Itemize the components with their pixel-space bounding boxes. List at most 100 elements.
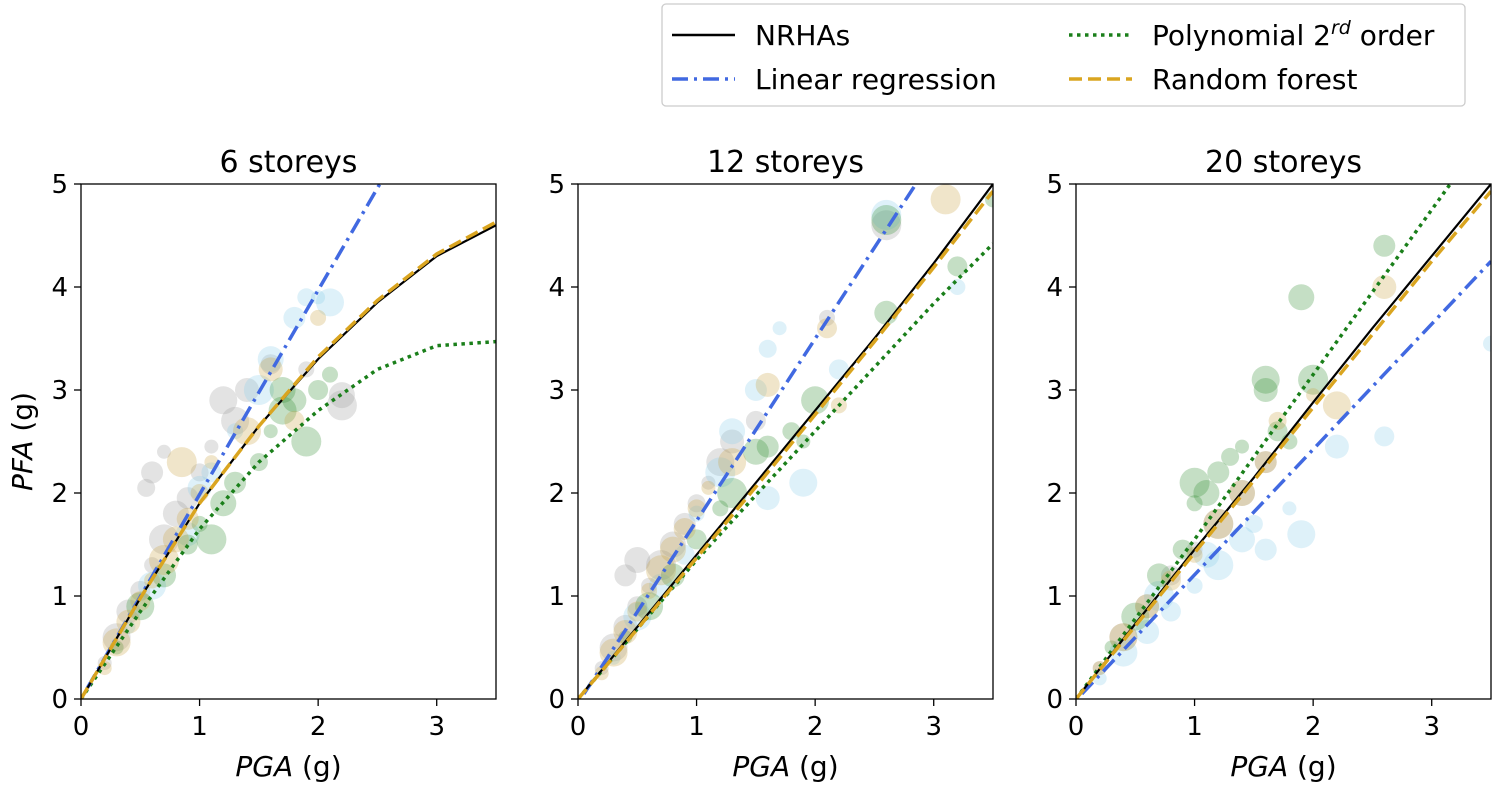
scatter-point-gray [1160, 565, 1181, 586]
scatter-point-gray [235, 378, 259, 402]
x-tick-label: 2 [807, 712, 824, 742]
scatter-point-gray [260, 354, 281, 375]
y-tick-label: 5 [51, 170, 68, 200]
scatter-point-gold [817, 318, 837, 339]
series-line-random-forest [81, 220, 496, 699]
scatter-point-gray [130, 580, 151, 601]
scatter-point-sky [1254, 538, 1277, 561]
scatter-point-gold [930, 184, 961, 215]
scatter-point-gold [701, 480, 716, 495]
series-line-random-forest [578, 190, 993, 699]
axes-frame [1075, 183, 1492, 700]
y-tick-label: 0 [548, 685, 565, 715]
scatter-point-gold [310, 309, 327, 326]
x-axis-label-quantity: PGA [235, 750, 293, 783]
x-axis-label: PGA (g) [1230, 750, 1336, 783]
scatter-point-gold [673, 518, 696, 540]
x-axis-label-unit: (g) [790, 750, 839, 783]
x-tick-label: 2 [1305, 712, 1322, 742]
axes-frame [577, 183, 994, 700]
plot-area [81, 184, 496, 699]
y-tick-label: 2 [51, 479, 68, 509]
legend-label-polynomial-superscript: rd [1331, 17, 1352, 39]
y-axis-label-unit: (g) [6, 392, 39, 441]
scatter-point-gray [720, 429, 745, 454]
scatter-point-sky [772, 321, 787, 336]
x-tick-label: 0 [73, 712, 90, 742]
scatter-point-gold [1372, 275, 1397, 299]
y-axis-label: PFA (g) [6, 392, 39, 491]
scatter-point-green [322, 366, 338, 383]
y-tick-label: 4 [548, 273, 565, 303]
scatter-point-gray [624, 547, 651, 573]
scatter-point-green [196, 524, 227, 555]
legend: NRHAs Linear regression Polynomial 2rd o… [661, 3, 1466, 107]
legend-label-polynomial: Polynomial 2rd order [1152, 17, 1435, 52]
scatter-point-sky [688, 505, 705, 522]
panel-title: 20 storeys [1205, 145, 1362, 180]
scatter-point-green [635, 592, 664, 621]
scatter-point-green [268, 396, 297, 425]
scatter-point-gold [166, 447, 197, 478]
legend-frame [661, 3, 1466, 107]
scatter-point-green [712, 500, 729, 517]
scatter-point-gray [137, 478, 156, 497]
y-tick-label: 0 [51, 685, 68, 715]
scatter-point-sky [1483, 335, 1491, 352]
panel-20-storeys: 0 1 2 3 0 1 2 3 4 5 20 storeys PGA (g) [1046, 145, 1492, 783]
series-line-linear-regression [1080, 260, 1491, 696]
legend-label-nrhas: NRHAs [755, 19, 850, 52]
scatter-point-gold [755, 372, 780, 397]
legend-label-linear-regression: Linear regression [755, 63, 997, 96]
series-line-nrhas [1076, 184, 1491, 699]
scatter-point-gray [157, 444, 171, 459]
scatter-point-sky [1287, 520, 1316, 549]
scatter-point-sky [1135, 620, 1160, 644]
y-tick-label: 3 [548, 376, 565, 406]
scatter-point-sky [1282, 501, 1297, 516]
y-tick-label: 4 [51, 273, 68, 303]
scatter-point-gray [326, 390, 357, 421]
y-tick-label: 4 [1046, 273, 1063, 303]
scatter-point-green [291, 426, 322, 457]
x-tick-label: 2 [310, 712, 327, 742]
y-tick-label: 2 [548, 479, 565, 509]
scatter-point-sky [283, 306, 306, 329]
scatter-point-green [1251, 365, 1280, 394]
y-tick-label: 1 [1046, 582, 1063, 612]
scatter-point-green [742, 438, 769, 465]
scatter-point-sky [1186, 577, 1203, 594]
scatter-point-gold [1322, 391, 1351, 420]
y-tick-label: 3 [51, 376, 68, 406]
y-axis-label-quantity: PFA [6, 441, 39, 492]
scatter-point-gray [745, 410, 766, 431]
scatter-point-sky [789, 468, 818, 497]
scatter-point-sky [257, 346, 284, 373]
scatter-point-gold [1268, 411, 1287, 430]
scatter-point-green [1235, 439, 1249, 454]
scatter-point-green [1207, 461, 1230, 484]
scatter-point-green [871, 205, 902, 235]
scatter-point-gray [176, 487, 199, 510]
scatter-point-green [1186, 495, 1203, 512]
scatter-point-sky [1160, 601, 1181, 622]
scatter-point-green [1121, 602, 1150, 631]
y-tick-label: 1 [51, 582, 68, 612]
scatter-point-sky [705, 457, 736, 488]
x-tick-label: 0 [570, 712, 587, 742]
scatter-point-gold [659, 536, 686, 563]
scatter-point-sky [1324, 434, 1349, 459]
scatter-point-green [1267, 421, 1288, 442]
y-tick-label: 5 [1046, 170, 1063, 200]
x-axis-label-unit: (g) [1288, 750, 1337, 783]
scatter-point-sky [1374, 426, 1395, 447]
x-axis-label: PGA (g) [235, 750, 341, 783]
scatter-point-gold [233, 417, 261, 446]
series-line-polynomial-2nd-order [578, 242, 993, 699]
series-line-linear-regression [582, 184, 918, 695]
scatter-point-gray [659, 531, 686, 558]
scatter-point-gray [614, 564, 637, 587]
